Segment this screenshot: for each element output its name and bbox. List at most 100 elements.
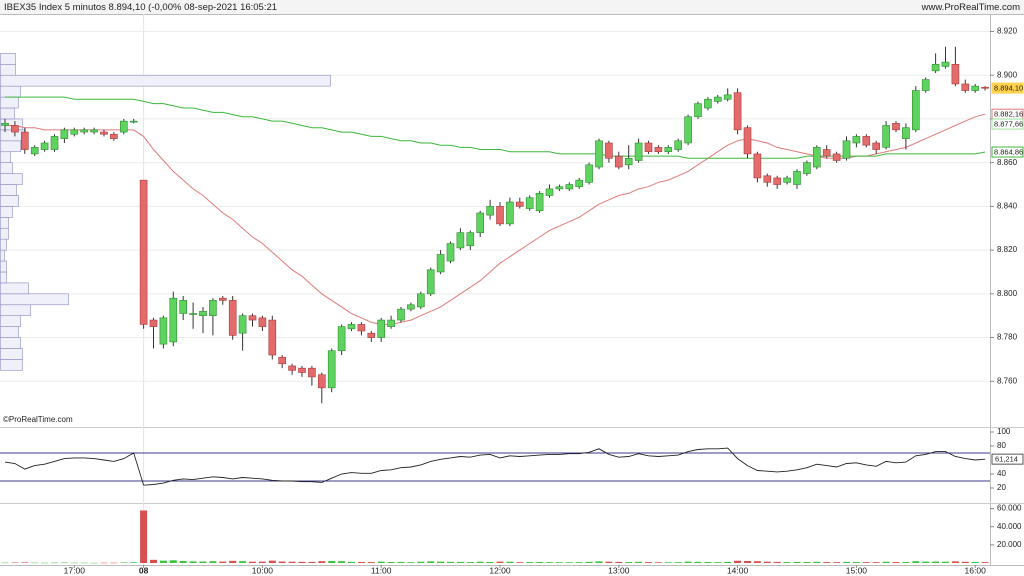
volume-bar <box>546 562 553 563</box>
y-tick-label: 8.800 <box>997 289 1018 298</box>
price-badge-label: 8.894,10 <box>994 84 1023 93</box>
y-tick-label: 40.000 <box>997 522 1022 531</box>
volume-bar <box>229 560 237 563</box>
candle-body <box>337 326 346 351</box>
x-tick-label: 17:00 <box>64 565 86 575</box>
volume-bar <box>239 561 247 563</box>
volume-profile-bar <box>0 140 21 153</box>
candle-body <box>793 171 801 185</box>
volume-bar <box>625 562 633 563</box>
volume-bar <box>486 562 494 563</box>
volume-bar <box>932 561 940 563</box>
volume-profile-bar <box>0 337 21 349</box>
volume-bar <box>476 561 484 563</box>
volume-bar <box>694 561 702 563</box>
x-tick-label: 13:00 <box>608 565 630 575</box>
volume-bar <box>674 562 682 563</box>
volume-bar <box>773 561 781 563</box>
volume-profile-bar <box>0 162 13 174</box>
candle-body <box>773 177 782 185</box>
rsi-badge <box>991 453 1024 465</box>
candle-body <box>545 188 554 196</box>
candle-body <box>11 125 19 133</box>
candle-body <box>634 142 643 161</box>
candle-body <box>159 317 168 345</box>
volume-bar <box>744 561 751 563</box>
volume-bar <box>724 561 732 563</box>
candle-body <box>525 197 534 209</box>
candle-body <box>317 374 326 389</box>
volume-bar <box>437 561 445 563</box>
candle-body <box>981 86 989 89</box>
candle-body <box>585 164 593 183</box>
volume-bar <box>189 561 197 563</box>
volume-profile-bar <box>0 53 16 65</box>
x-tick-label: 12:00 <box>489 565 511 575</box>
candle-body <box>674 140 683 150</box>
volume-bar <box>328 561 336 563</box>
candle-body <box>605 142 613 159</box>
candle-body <box>476 212 485 233</box>
candle-body <box>872 142 881 150</box>
candle-body <box>327 350 336 389</box>
candle-body <box>70 129 79 135</box>
volume-bar <box>179 561 187 563</box>
volume-bar <box>615 561 623 563</box>
volume-profile-bar <box>0 359 23 371</box>
y-tick-label: 80 <box>997 441 1006 450</box>
volume-profile-bar <box>0 74 331 87</box>
candle-body <box>911 90 920 131</box>
candle-body <box>892 123 900 131</box>
candle-body <box>149 319 158 327</box>
candle-body <box>367 332 376 338</box>
candle-body <box>179 300 187 314</box>
candle-body <box>436 254 445 273</box>
volume-profile-bar <box>0 282 29 295</box>
volume-profile-bar <box>0 238 7 251</box>
candle-body <box>644 142 653 153</box>
volume-bar <box>882 561 890 563</box>
candle-body <box>1 123 9 126</box>
candle-body <box>624 157 633 166</box>
volume-bar <box>100 562 108 564</box>
candle-body <box>407 304 415 310</box>
volume-bar <box>278 561 286 563</box>
volume-bar <box>70 562 78 564</box>
candle-body <box>258 317 267 327</box>
volume-bar <box>912 561 920 563</box>
volume-bar <box>635 561 643 563</box>
candle-body <box>40 142 49 150</box>
price-badge <box>991 82 1024 94</box>
volume-bar <box>892 562 900 563</box>
volume-bar <box>249 561 256 563</box>
candle-body <box>189 313 197 315</box>
candle-body <box>308 367 316 378</box>
volume-bar <box>753 561 761 563</box>
volume-bar <box>605 561 613 563</box>
volume-bar <box>348 561 355 563</box>
candle-body <box>535 192 544 212</box>
candle-body <box>446 243 455 262</box>
candle-body <box>753 153 762 179</box>
volume-bar <box>288 561 296 563</box>
candle-body <box>466 232 475 247</box>
volume-bar <box>565 562 573 563</box>
volume-bar <box>922 561 930 563</box>
candle-body <box>238 315 247 334</box>
candle-body <box>783 177 791 183</box>
price-badge <box>991 146 1024 158</box>
candle-body <box>357 324 366 332</box>
candle-body <box>426 269 435 295</box>
volume-bar <box>357 562 365 563</box>
volume-bar <box>60 562 68 564</box>
candle-body <box>129 120 138 123</box>
volume-bar <box>268 560 276 563</box>
volume-profile-bar <box>0 195 19 207</box>
volume-bar <box>219 561 227 563</box>
volume-bar <box>803 562 811 563</box>
candle-body <box>496 206 504 225</box>
volume-bar <box>51 562 58 564</box>
volume-bar <box>585 561 593 563</box>
volume-bar <box>308 561 316 563</box>
volume-profile-bar <box>0 85 21 98</box>
